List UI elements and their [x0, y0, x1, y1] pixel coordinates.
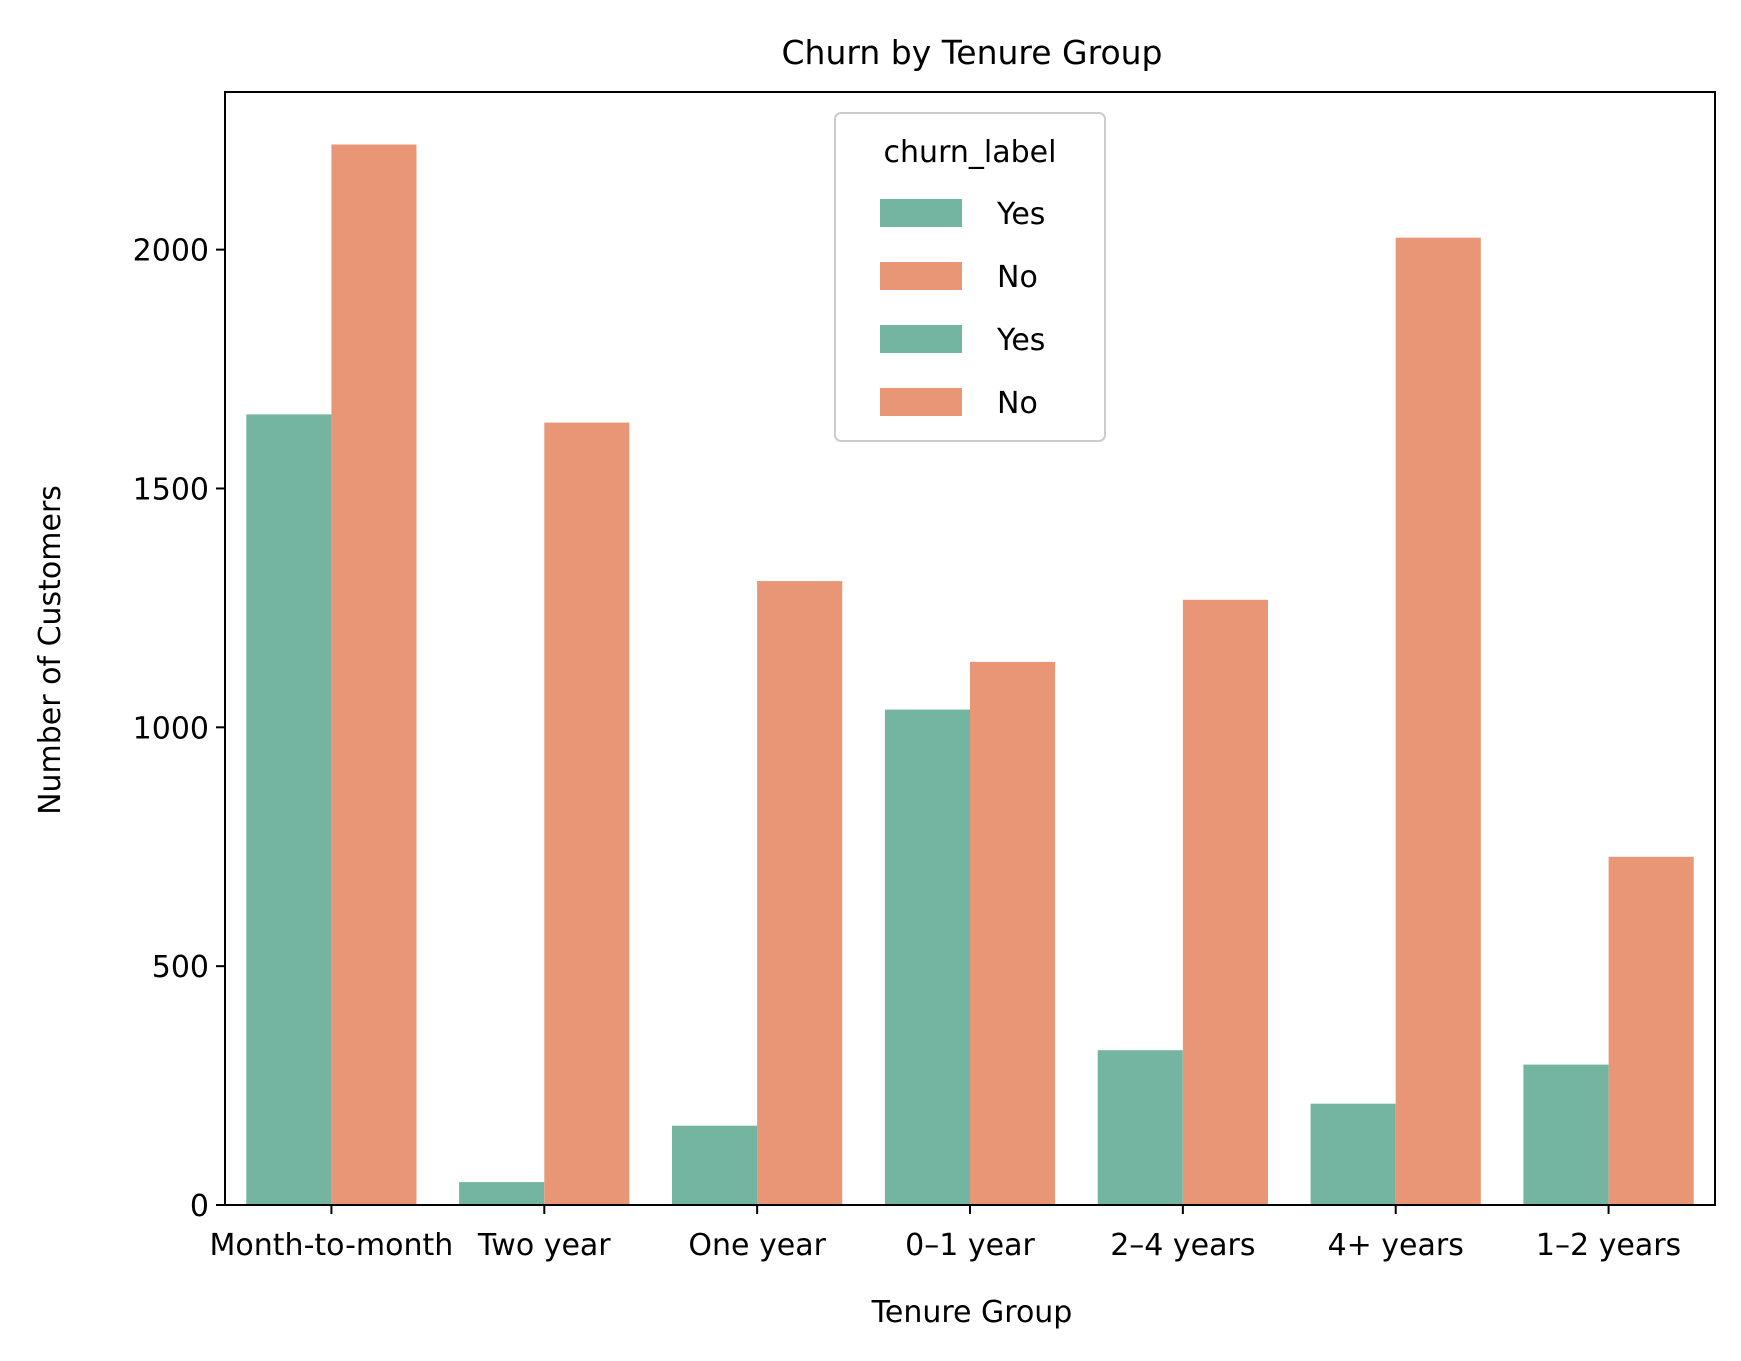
x-tick-label-1: Two year: [477, 1228, 611, 1263]
y-tick-label-0: 0: [190, 1189, 209, 1224]
chart-title: Churn by Tenure Group: [781, 33, 1162, 72]
legend-label-1: No: [997, 260, 1038, 295]
x-tick-label-3: 0–1 year: [905, 1228, 1035, 1263]
legend-label-0: Yes: [996, 197, 1045, 232]
bar-yes-5: [1310, 1103, 1396, 1205]
legend-label-2: Yes: [996, 323, 1045, 358]
bar-no-1: [544, 422, 630, 1206]
y-tick-label-1: 500: [152, 950, 209, 985]
legend-swatch-3: [880, 388, 962, 416]
x-tick-label-4: 2–4 years: [1110, 1228, 1255, 1263]
bar-no-6: [1608, 856, 1694, 1205]
y-tick-label-2: 1000: [133, 711, 209, 746]
bar-yes-6: [1523, 1064, 1609, 1205]
bar-no-2: [757, 581, 843, 1205]
x-tick-label-5: 4+ years: [1328, 1228, 1464, 1263]
legend: churn_label Yes No Yes No: [834, 112, 1106, 442]
y-tick-label-4: 2000: [133, 234, 209, 269]
legend-swatch-2: [880, 325, 962, 353]
bar-no-5: [1395, 237, 1481, 1205]
legend-entries: Yes No Yes No: [880, 197, 1045, 421]
bar-no-3: [970, 661, 1056, 1205]
bar-yes-4: [1097, 1050, 1183, 1205]
bar-yes-2: [672, 1125, 758, 1205]
bars-group: [246, 144, 1694, 1206]
bar-no-0: [331, 144, 417, 1205]
x-axis-label: Tenure Group: [871, 1295, 1073, 1330]
x-tick-label-0: Month-to-month: [210, 1228, 454, 1263]
y-tick-label-3: 1500: [133, 472, 209, 507]
legend-label-3: No: [997, 386, 1038, 421]
y-axis-ticks: 0 500 1000 1500 2000: [133, 234, 225, 1224]
bar-no-4: [1182, 599, 1268, 1205]
x-tick-label-2: One year: [688, 1228, 826, 1263]
legend-swatch-0: [880, 199, 962, 227]
x-axis-ticks: Month-to-month Two year One year 0–1 year 2–…: [210, 1205, 1681, 1263]
legend-swatch-1: [880, 262, 962, 290]
legend-title: churn_label: [884, 135, 1057, 170]
legend-frame: [834, 112, 1106, 442]
y-axis-label: Number of Customers: [33, 485, 68, 815]
x-tick-label-6: 1–2 years: [1536, 1228, 1681, 1263]
bar-yes-1: [459, 1182, 545, 1205]
bar-yes-0: [246, 414, 332, 1205]
bar-yes-3: [884, 709, 970, 1205]
